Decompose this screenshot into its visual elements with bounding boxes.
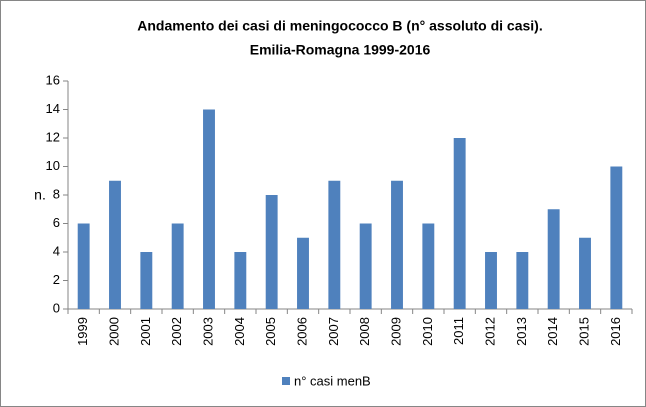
- bar: [579, 237, 591, 309]
- bar: [453, 138, 466, 309]
- bar: [422, 223, 435, 309]
- y-tick-label: 10: [46, 158, 60, 173]
- x-tick-label: 2001: [138, 317, 153, 346]
- bar: [547, 209, 560, 309]
- bar: [359, 223, 372, 309]
- bar: [485, 252, 497, 309]
- bar: [391, 180, 403, 309]
- bar: [265, 195, 278, 309]
- x-tick-label: 2000: [106, 317, 121, 346]
- bar: [77, 223, 90, 309]
- x-tick-label: 2014: [545, 317, 560, 346]
- x-tick-label: 2007: [326, 317, 341, 346]
- x-tick-label: 2016: [608, 317, 623, 346]
- bar: [328, 180, 341, 309]
- bar: [171, 223, 184, 309]
- x-tick-label: 1999: [75, 317, 90, 346]
- bar: [516, 252, 529, 309]
- bar: [109, 180, 121, 309]
- x-tick-label: 2010: [420, 317, 435, 346]
- y-tick-label: 4: [53, 243, 60, 258]
- y-tick-label: 16: [46, 72, 60, 87]
- y-axis-label: n.: [34, 187, 46, 203]
- x-tick-label: 2011: [451, 317, 466, 345]
- y-tick-label: 6: [53, 215, 60, 230]
- bar: [203, 109, 215, 309]
- x-tick-label: 2004: [232, 317, 247, 346]
- y-tick-label: 8: [53, 186, 60, 201]
- x-tick-label: 2013: [514, 317, 529, 346]
- y-tick-label: 12: [46, 129, 60, 144]
- legend-label: n° casi menB: [294, 373, 371, 388]
- legend-swatch: [282, 377, 290, 385]
- bar: [610, 166, 623, 309]
- chart-title: Andamento dei casi di meningococco B (n°…: [137, 18, 542, 34]
- bar: [234, 252, 247, 309]
- x-tick-label: 2003: [200, 317, 215, 346]
- x-tick-label: 2005: [263, 317, 278, 346]
- bar: [297, 237, 309, 309]
- x-tick-label: 2008: [357, 317, 372, 346]
- x-tick-label: 2012: [482, 317, 497, 346]
- y-tick-label: 2: [53, 272, 60, 287]
- x-tick-label: 2015: [576, 317, 591, 346]
- chart-title: Emilia-Romagna 1999-2016: [250, 42, 431, 58]
- bar: [140, 252, 153, 309]
- y-tick-label: 14: [46, 101, 60, 116]
- x-tick-label: 2006: [294, 317, 309, 346]
- x-tick-label: 2009: [388, 317, 403, 346]
- x-tick-label: 2002: [169, 317, 184, 346]
- y-tick-label: 0: [53, 300, 60, 315]
